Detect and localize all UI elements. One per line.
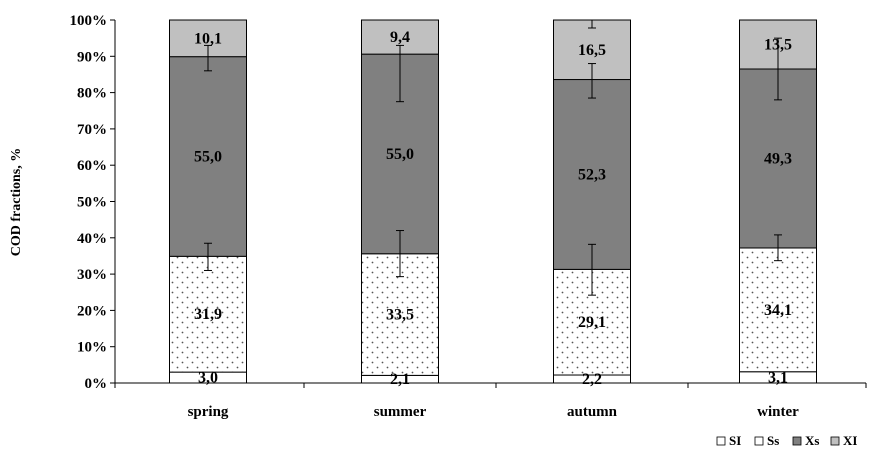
y-tick-label-9: 90% — [77, 49, 107, 65]
x-tick-label-winter: winter — [757, 404, 799, 420]
legend-swatch-xi — [830, 436, 840, 446]
x-tick-label-spring: spring — [188, 404, 229, 420]
data-label-xi-winter: 13,5 — [764, 37, 792, 54]
data-label-xs-winter: 49,3 — [764, 150, 792, 167]
y-tick-label-6: 60% — [77, 158, 107, 174]
y-tick-label-10: 100% — [70, 13, 108, 29]
x-tick-label-summer: summer — [374, 404, 427, 420]
legend-swatch-xs — [792, 436, 802, 446]
bar-segment-ss-winter — [739, 247, 817, 373]
data-label-si-autumn: 2,2 — [582, 371, 602, 388]
legend-label-xs: Xs — [805, 433, 819, 448]
data-label-xi-summer: 9,4 — [390, 29, 410, 46]
y-tick-label-0: 0% — [85, 376, 108, 392]
y-tick-label-1: 10% — [77, 340, 107, 356]
legend-swatch-ss — [754, 436, 764, 446]
data-label-ss-autumn: 29,1 — [578, 314, 606, 331]
data-label-xi-autumn: 16,5 — [578, 42, 606, 59]
y-tick-label-8: 80% — [77, 86, 107, 102]
data-label-xi-spring: 10,1 — [194, 30, 222, 47]
data-label-ss-summer: 33,5 — [386, 307, 414, 324]
axes-layer: 0% 10% 20% 30% 40% 50% 60% 70% 80% 90% 100% spring s… — [70, 13, 867, 420]
y-tick-label-7: 70% — [77, 122, 107, 138]
data-label-xs-summer: 55,0 — [386, 146, 414, 163]
data-label-ss-spring: 31,9 — [194, 306, 222, 323]
legend-label-ss: Ss — [767, 433, 779, 448]
x-tick-label-autumn: autumn — [567, 404, 618, 420]
data-label-xs-autumn: 52,3 — [578, 166, 606, 183]
y-tick-label-4: 40% — [77, 231, 107, 247]
data-label-ss-winter: 34,1 — [764, 302, 792, 319]
y-axis-title: COD fractions, % — [9, 148, 24, 257]
bar-segment-xs-autumn — [553, 79, 631, 270]
y-tick-label-5: 50% — [77, 195, 107, 211]
bar-segment-ss-spring — [169, 255, 247, 373]
data-label-xs-spring: 55,0 — [194, 148, 222, 165]
data-label-si-spring: 3,0 — [198, 370, 218, 387]
legend-swatch-si — [716, 436, 726, 446]
data-label-si-summer: 2,1 — [390, 371, 410, 388]
error-bars-layer — [204, 19, 782, 296]
bars-layer — [169, 19, 817, 384]
y-tick-label-3: 30% — [77, 267, 107, 283]
y-tick-label-2: 20% — [77, 303, 107, 319]
legend-label-xi: XI — [843, 433, 857, 448]
data-labels-layer: 3,0 31,9 55,0 10,1 2,1 33,5 55,0 9,4 2,2 29,1 52,3… — [194, 29, 792, 388]
legend-label-si: SI — [729, 433, 741, 448]
data-label-si-winter: 3,1 — [768, 369, 788, 386]
legend: SI Ss Xs XI — [716, 433, 857, 448]
